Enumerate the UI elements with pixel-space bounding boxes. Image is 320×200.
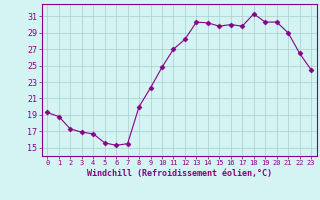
X-axis label: Windchill (Refroidissement éolien,°C): Windchill (Refroidissement éolien,°C) [87, 169, 272, 178]
